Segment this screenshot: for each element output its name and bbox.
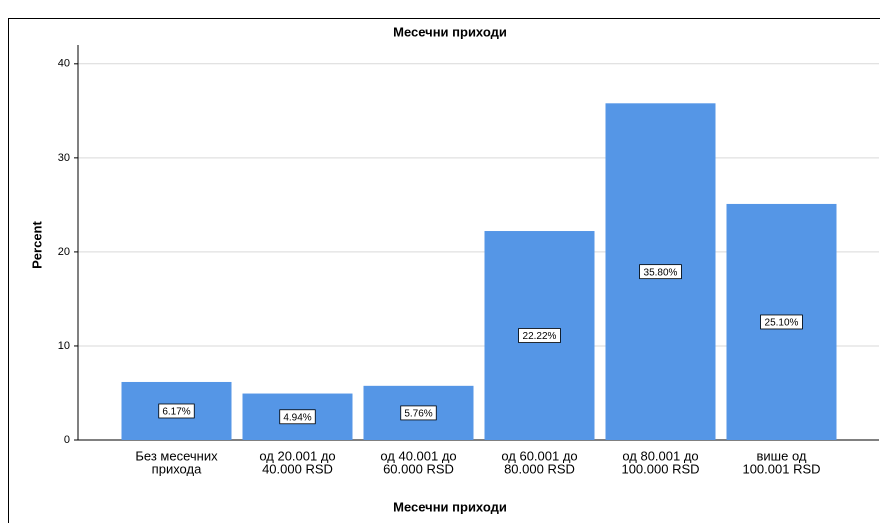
value-label: 4.94% — [283, 412, 311, 423]
value-label: 6.17% — [162, 407, 190, 418]
y-tick-label: 0 — [64, 434, 70, 446]
x-tick-label: 80.000 RSD — [504, 461, 575, 476]
chart-title: Месечни приходи — [393, 24, 507, 39]
value-label: 35.80% — [644, 267, 678, 278]
x-axis-label: Месечни приходи — [393, 499, 507, 514]
y-tick-label: 10 — [58, 340, 70, 352]
value-label: 22.22% — [523, 331, 557, 342]
x-tick-label: 40.000 RSD — [262, 461, 333, 476]
x-tick-label: 100.001 RSD — [742, 461, 820, 476]
x-tick-label: 100.000 RSD — [621, 461, 699, 476]
x-tick-label: прихода — [152, 461, 202, 476]
y-axis-label: Percent — [29, 220, 44, 268]
value-label: 5.76% — [404, 409, 432, 420]
value-label: 25.10% — [765, 318, 799, 329]
y-tick-label: 20 — [58, 246, 70, 258]
y-tick-label: 30 — [58, 152, 70, 164]
y-tick-label: 40 — [58, 58, 70, 70]
x-tick-label: 60.000 RSD — [383, 461, 454, 476]
